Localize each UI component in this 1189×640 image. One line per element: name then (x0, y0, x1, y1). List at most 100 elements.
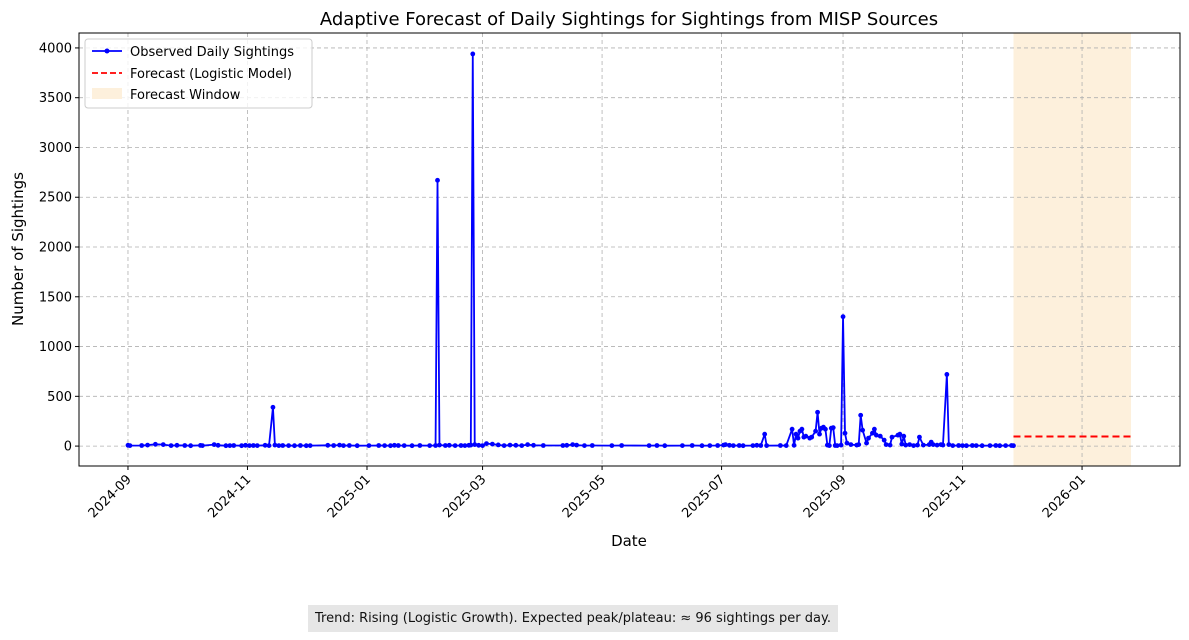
observed-point (582, 443, 587, 448)
observed-point (145, 442, 150, 448)
y-tick-label: 2000 (39, 241, 72, 256)
observed-point (346, 443, 352, 448)
observed-point (848, 442, 854, 447)
observed-point (243, 442, 248, 448)
observed-point (470, 51, 476, 57)
observed-point (519, 443, 525, 448)
observed-point (200, 443, 205, 448)
observed-point (903, 442, 909, 448)
observed-point (654, 443, 660, 448)
observed-point (239, 443, 245, 449)
observed-point (495, 442, 501, 448)
observed-point (297, 443, 303, 448)
observed-point (889, 434, 895, 440)
observed-point (215, 442, 221, 448)
observed-point (883, 442, 889, 447)
observed-point (307, 443, 313, 448)
observed-point (168, 443, 174, 448)
legend-window-label: Forecast Window (130, 88, 241, 103)
observed-point (417, 443, 423, 448)
y-tick-label: 1000 (39, 340, 72, 355)
observed-point (754, 442, 760, 448)
legend-window-patch (92, 88, 122, 99)
observed-point (758, 443, 764, 448)
observed-point (480, 443, 485, 448)
observed-point (830, 425, 836, 431)
observed-point (531, 442, 536, 448)
observed-point (139, 443, 145, 448)
observed-point (993, 443, 999, 448)
legend-observed-label: Observed Daily Sightings (130, 45, 294, 60)
observed-point (325, 442, 331, 448)
observed-point (764, 443, 770, 448)
observed-point (382, 443, 388, 448)
observed-point (437, 442, 442, 448)
observed-point (223, 443, 229, 449)
observed-point (813, 428, 819, 434)
observed-point (826, 443, 832, 448)
observed-point (730, 443, 736, 448)
observed-point (897, 431, 903, 437)
legend-observed-marker (104, 48, 110, 54)
observed-point (331, 443, 337, 448)
observed-point (789, 426, 795, 432)
observed-point (881, 437, 887, 443)
observed-point (803, 433, 809, 439)
observed-point (286, 443, 292, 448)
observed-point (433, 443, 438, 448)
observed-point (815, 409, 820, 415)
observed-point (864, 440, 869, 446)
observed-point (646, 443, 652, 448)
y-tick-label: 0 (64, 440, 72, 455)
observed-point (507, 442, 513, 448)
observed-point (446, 442, 452, 448)
observed-point (699, 443, 705, 449)
observed-point (960, 443, 965, 448)
observed-point (870, 430, 875, 436)
x-tick-label: 2025-01 (325, 472, 374, 521)
observed-point (354, 443, 360, 449)
observed-point (272, 442, 278, 448)
observed-point (907, 442, 913, 447)
observed-point (689, 443, 695, 448)
observed-point (997, 443, 1003, 449)
observed-point (858, 412, 864, 418)
observed-point (254, 443, 260, 448)
observed-point (280, 443, 286, 448)
observed-point (662, 443, 668, 449)
observed-point (427, 443, 433, 448)
observed-point (944, 372, 950, 377)
observed-point (917, 434, 922, 440)
observed-point (560, 443, 566, 448)
observed-point (834, 443, 840, 448)
legend: Observed Daily Sightings Forecast (Logis… (84, 38, 313, 109)
plot-frame (78, 32, 1181, 467)
observed-point (458, 443, 464, 448)
observed-point (842, 430, 848, 436)
observed-point (476, 442, 482, 448)
observed-point (901, 433, 907, 439)
y-tick-label: 4000 (39, 41, 72, 56)
observed-point (987, 443, 993, 448)
observed-point (809, 434, 815, 440)
observed-point (589, 443, 595, 448)
observed-point (366, 443, 372, 448)
y-tick-label: 2500 (39, 191, 72, 206)
observed-point (395, 443, 401, 448)
observed-point (873, 432, 879, 438)
observed-point (920, 442, 926, 448)
y-axis-label: Number of Sightings (9, 172, 27, 326)
observed-point (940, 442, 946, 448)
observed-point (860, 427, 866, 433)
observed-point (472, 442, 478, 447)
observed-point (795, 435, 801, 441)
observed-point (182, 443, 188, 448)
observed-point (973, 443, 979, 448)
observed-point (484, 441, 489, 447)
trend-annotation: Trend: Rising (Logistic Growth). Expecte… (308, 605, 838, 632)
observed-point (750, 443, 756, 448)
observed-point (715, 443, 721, 448)
observed-point (247, 443, 252, 448)
observed-point (442, 443, 448, 448)
y-tick-label: 1500 (39, 290, 72, 305)
